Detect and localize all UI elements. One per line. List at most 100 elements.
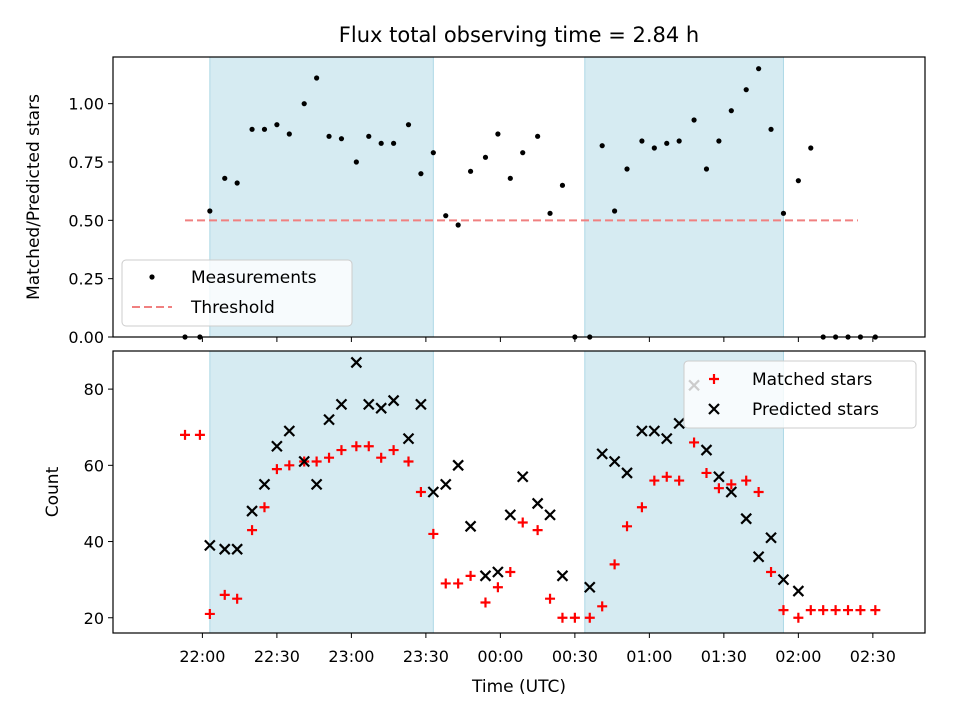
predicted-point — [556, 570, 569, 582]
predicted-point — [415, 398, 427, 411]
matched-point — [818, 605, 829, 616]
matched-point — [609, 559, 620, 570]
plot-frame — [112, 350, 926, 634]
x-tick-label: 23:30 — [403, 647, 449, 666]
measurement-point — [664, 140, 670, 146]
matched-point — [219, 589, 230, 600]
predicted-point — [713, 470, 725, 483]
matched-point — [557, 612, 568, 623]
measurement-point — [507, 175, 513, 181]
matched-point — [674, 475, 685, 486]
y-tick-label: 0.50 — [68, 211, 104, 230]
legend-label: Threshold — [190, 298, 275, 318]
measurement-point — [651, 145, 657, 151]
measurement-point — [780, 210, 787, 216]
measurement-point — [691, 117, 697, 123]
y-tick-label: 20 — [84, 609, 104, 628]
legend-marker — [149, 274, 155, 280]
measurement-point — [482, 154, 489, 160]
predicted-point — [765, 531, 777, 544]
measurement-point — [728, 108, 734, 114]
predicted-point — [492, 566, 504, 578]
predicted-point — [387, 394, 400, 407]
predicted-point — [246, 505, 258, 517]
x-tick-label: 01:30 — [701, 647, 747, 666]
chart-title: Flux total observing time = 2.84 h — [339, 23, 699, 47]
predicted-point — [531, 497, 544, 510]
matched-point — [855, 605, 866, 616]
measurement-point — [624, 166, 630, 172]
measurement-point — [222, 175, 228, 181]
matched-point — [545, 593, 556, 604]
y-tick-label: 40 — [84, 533, 104, 552]
measurement-point — [249, 126, 255, 132]
measurement-point — [430, 150, 436, 156]
matched-point — [636, 502, 647, 513]
x-tick-label: 23:00 — [328, 647, 374, 666]
y-axis-label: Count — [43, 466, 63, 517]
y-tick-label: 0.25 — [68, 270, 104, 289]
predicted-point — [375, 402, 387, 414]
predicted-point — [479, 570, 492, 582]
measurement-point — [455, 222, 461, 228]
matched-point — [492, 582, 503, 593]
measurement-point — [716, 138, 722, 144]
matched-point — [778, 605, 789, 616]
plot-frame — [112, 56, 926, 338]
x-tick-label: 02:00 — [775, 647, 821, 666]
predicted-point — [439, 478, 452, 491]
matched-point — [336, 445, 347, 456]
matched-point — [284, 460, 295, 471]
measurement-point — [559, 182, 566, 188]
x-tick-label: 00:30 — [552, 647, 598, 666]
matched-point — [259, 502, 270, 513]
predicted-point — [583, 581, 596, 594]
measurement-point — [314, 75, 320, 81]
matched-point — [453, 578, 464, 589]
measurement-point — [301, 101, 307, 107]
measurement-point — [405, 122, 412, 128]
matched-point — [741, 475, 752, 486]
legend: Matched stars Predicted stars — [683, 360, 917, 429]
legend-label: Measurements — [191, 268, 317, 288]
predicted-point — [298, 455, 310, 468]
predicted-point — [636, 425, 648, 437]
predicted-point — [464, 520, 477, 533]
matched-point — [505, 567, 516, 578]
measurement-point — [261, 126, 268, 132]
measurement-point — [795, 178, 801, 184]
x-tick-label: 00:00 — [477, 647, 523, 666]
predicted-point — [231, 543, 243, 555]
matched-point — [465, 570, 476, 581]
measurement-point — [612, 208, 618, 214]
measurement-point — [599, 143, 605, 149]
predicted-point — [350, 356, 363, 369]
x-axis: 22:00 22:30 23:00 23:30 00:00 00:30 01:00 01:30… — [179, 647, 896, 666]
predicted-point — [608, 455, 621, 468]
matched-point — [403, 456, 414, 467]
x-tick-label: 01:00 — [626, 647, 672, 666]
predicted-point — [204, 539, 216, 552]
predicted-point — [777, 573, 790, 586]
matched-point — [247, 525, 258, 536]
predicted-point — [218, 543, 231, 555]
measurement-point — [443, 213, 449, 219]
matched-point — [440, 578, 451, 589]
measurement-point — [676, 138, 682, 144]
matched-point — [324, 452, 335, 463]
predicted-point — [700, 444, 713, 456]
x-tick-label: 02:30 — [850, 647, 896, 666]
legend-label: Matched stars — [752, 370, 872, 390]
measurement-point — [495, 131, 501, 137]
legend-box — [683, 360, 917, 429]
matched-point — [753, 487, 764, 497]
measurement-point — [338, 136, 345, 142]
matched-point — [843, 605, 854, 616]
measurement-point — [286, 131, 292, 137]
matched-point — [766, 567, 777, 578]
matched-point — [713, 483, 724, 494]
legend: Measurements Threshold — [121, 259, 353, 327]
matched-point — [194, 429, 205, 440]
matched-point — [428, 528, 439, 539]
